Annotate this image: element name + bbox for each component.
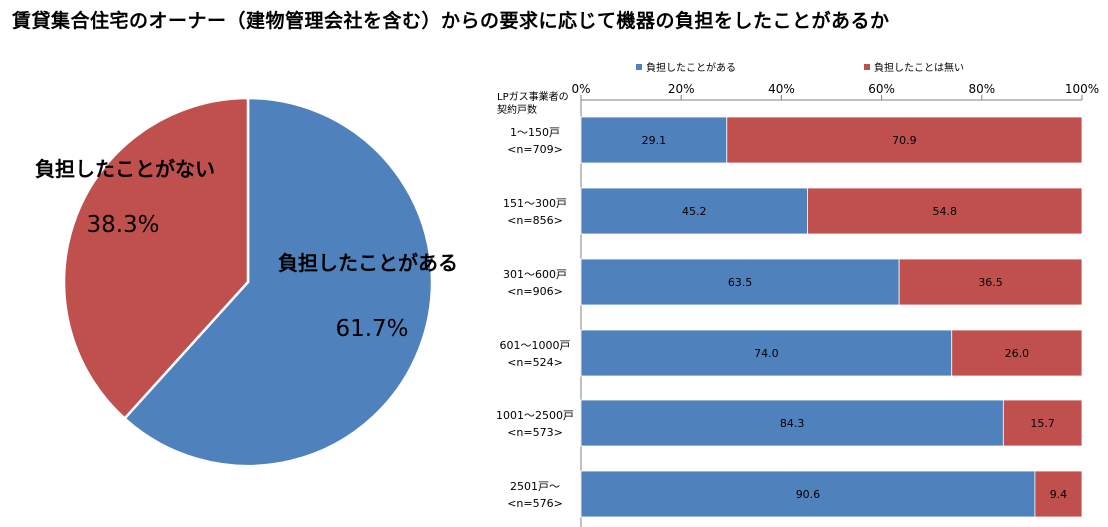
bar-value-label: 54.8 — [932, 205, 957, 218]
category-count-label: <n=576> — [507, 497, 563, 510]
bar-segment — [898, 258, 1083, 306]
bar-value-label: 90.6 — [796, 488, 821, 501]
legend-label: 負担したことがある — [646, 61, 736, 74]
legend-swatch — [636, 64, 642, 70]
pie-slice-percent: 38.3% — [86, 212, 159, 238]
axis-title: LPガス事業者の — [497, 90, 569, 103]
x-tick-label: 20% — [668, 82, 695, 96]
bar-segment — [580, 329, 953, 377]
bar-value-label: 74.0 — [754, 347, 779, 360]
category-label: 151～300戸 — [503, 197, 567, 210]
page-title: 賃貸集合住宅のオーナー（建物管理会社を含む）からの要求に応じて機器の負担をしたこ… — [12, 10, 890, 32]
bar-value-label: 36.5 — [978, 276, 1003, 289]
bar-segment — [580, 187, 808, 235]
bar-segment — [580, 470, 1036, 518]
x-tick-label: 100% — [1065, 82, 1099, 96]
x-tick-label: 0% — [571, 82, 590, 96]
bar-segment — [951, 329, 1083, 377]
x-tick-label: 60% — [868, 82, 895, 96]
category-count-label: <n=573> — [507, 426, 563, 439]
category-label: 601～1000戸 — [500, 339, 571, 352]
legend-label: 負担したことは無い — [874, 61, 964, 74]
bar-value-label: 84.3 — [780, 417, 805, 430]
bar-value-label: 26.0 — [1005, 347, 1030, 360]
category-label: 2501戸～ — [510, 480, 560, 493]
bar-segment — [580, 258, 900, 306]
category-label: 1001～2500戸 — [496, 409, 574, 422]
bar-value-label: 63.5 — [728, 276, 753, 289]
bar-value-label: 45.2 — [682, 205, 707, 218]
bar-segment — [1002, 399, 1083, 447]
bar-value-label: 15.7 — [1030, 417, 1055, 430]
category-count-label: <n=709> — [507, 143, 563, 156]
pie-slice — [122, 96, 434, 468]
category-label: 301～600戸 — [503, 268, 567, 281]
x-tick-label: 80% — [968, 82, 995, 96]
bar-value-label: 70.9 — [892, 134, 917, 147]
legend-swatch — [864, 64, 870, 70]
bar-segment — [726, 116, 1083, 164]
category-label: 1～150戸 — [510, 126, 560, 139]
bar-value-label: 9.4 — [1050, 488, 1068, 501]
pie-slice-percent: 61.7% — [335, 316, 408, 342]
pie-slice-label: 負担したことがない — [35, 157, 215, 181]
pie-slice — [62, 96, 250, 421]
axis-title: 契約戸数 — [497, 103, 537, 116]
category-count-label: <n=524> — [507, 356, 563, 369]
bar-segment — [580, 399, 1004, 447]
category-count-label: <n=906> — [507, 285, 563, 298]
category-count-label: <n=856> — [507, 214, 563, 227]
bar-segment — [580, 116, 728, 164]
bar-value-label: 29.1 — [642, 134, 667, 147]
x-tick-label: 40% — [768, 82, 795, 96]
pie-slice-label: 負担したことがある — [278, 251, 458, 275]
bar-segment — [1034, 470, 1083, 518]
bar-segment — [807, 187, 1083, 235]
